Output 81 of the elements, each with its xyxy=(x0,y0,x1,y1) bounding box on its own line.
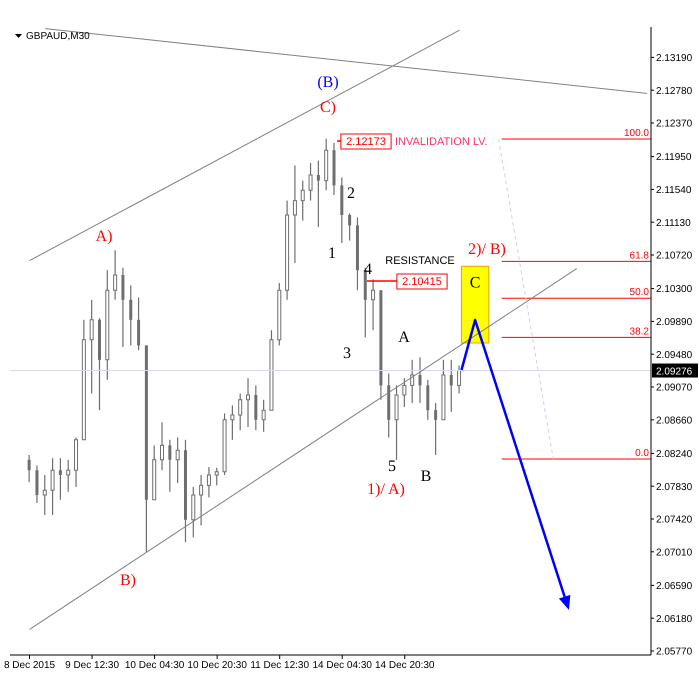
y-tick-label: 2.09070 xyxy=(656,382,693,394)
candlestick xyxy=(371,278,376,331)
candlestick xyxy=(176,436,180,484)
candlestick xyxy=(457,364,462,394)
annotation: 2)/ B) xyxy=(468,241,506,258)
x-tick-label: 10 Dec 20:30 xyxy=(187,660,248,672)
candlestick xyxy=(246,378,250,428)
candlestick xyxy=(300,180,305,222)
annotation: INVALIDATION LV. xyxy=(395,136,488,148)
candlestick xyxy=(410,359,414,404)
y-tick-label: 2.10300 xyxy=(656,284,693,296)
annotation: 4 xyxy=(364,261,372,278)
annotation: B) xyxy=(120,572,136,589)
candlestick xyxy=(42,474,47,516)
y-tick-label: 2.11540 xyxy=(656,184,692,196)
candlestick xyxy=(238,392,242,431)
candlestick xyxy=(308,162,313,202)
annotation: 2 xyxy=(347,185,355,202)
y-tick-label: 2.09890 xyxy=(656,316,693,328)
candlestick xyxy=(206,466,211,498)
annotation: 2.12173 xyxy=(346,136,386,148)
x-tick-label: 9 Dec 12:30 xyxy=(65,660,120,672)
candlestick xyxy=(160,422,164,471)
candlestick xyxy=(450,359,453,412)
candlestick xyxy=(28,454,31,483)
y-tick-label: 2.07420 xyxy=(656,514,693,526)
annotation: 0.0 xyxy=(635,448,650,459)
y-tick-label: 2.05770 xyxy=(656,646,693,658)
annotation: 50.0 xyxy=(630,287,650,298)
y-tick-label: 2.12370 xyxy=(656,118,693,130)
candlestick xyxy=(66,459,70,492)
candlestick xyxy=(214,467,219,486)
candlestick xyxy=(129,284,132,346)
annotation: C) xyxy=(320,99,336,116)
annotation: 61.8 xyxy=(630,250,650,262)
annotation: 2.10415 xyxy=(402,276,442,288)
candlestick xyxy=(199,474,204,526)
annotation: A xyxy=(398,329,410,346)
x-tick-label: 14 Dec 04:30 xyxy=(312,660,372,672)
y-tick-label: 2.08660 xyxy=(656,415,693,426)
annotation: 38.2 xyxy=(630,326,650,338)
candlestick xyxy=(58,458,62,500)
band-label: C xyxy=(470,274,480,292)
annotation: B xyxy=(420,468,432,485)
x-tick-label: 8 Dec 2015 xyxy=(4,660,56,672)
x-tick-label: 10 Dec 04:30 xyxy=(124,660,185,672)
y-tick-label: 2.07010 xyxy=(656,547,693,558)
annotation: A) xyxy=(96,228,112,245)
candlestick xyxy=(292,164,297,264)
candlestick xyxy=(316,160,320,228)
y-tick-label: 2.09480 xyxy=(656,350,693,361)
y-tick-label: 2.07830 xyxy=(656,482,693,493)
y-tick-label: 2.06180 xyxy=(656,614,693,625)
y-tick-label: 2.11950 xyxy=(656,152,692,164)
chart-title: GBPAUD,M30 xyxy=(26,31,90,42)
candlestick xyxy=(348,212,352,242)
y-tick-label: 2.13190 xyxy=(656,52,693,64)
candlestick xyxy=(418,356,422,404)
annotation: RESISTANCE xyxy=(385,255,455,267)
candlestick xyxy=(113,250,118,300)
annotation: 100.0 xyxy=(624,128,650,139)
candlestick xyxy=(402,378,406,408)
x-tick-label: 14 Dec 20:30 xyxy=(375,660,435,672)
annotation: 3 xyxy=(343,345,351,362)
x-tick-label: 11 Dec 12:30 xyxy=(250,660,310,672)
candlestick xyxy=(168,439,172,492)
y-tick-label: 2.08240 xyxy=(656,448,693,460)
annotation: 5 xyxy=(388,458,396,475)
annotation: (B) xyxy=(317,74,339,91)
candlestick xyxy=(262,399,266,432)
annotation: 1)/ A) xyxy=(367,481,405,498)
y-tick-label: 2.12780 xyxy=(656,86,693,97)
ref-line-label: 2.09276 xyxy=(656,366,693,378)
candlestick xyxy=(434,402,438,456)
y-tick-label: 2.06590 xyxy=(656,580,693,592)
y-tick-label: 2.10720 xyxy=(656,250,693,262)
y-tick-label: 2.11130 xyxy=(656,218,692,229)
candlestick xyxy=(230,404,234,440)
annotation: 1 xyxy=(328,245,336,262)
candlestick xyxy=(50,458,55,516)
candlestick xyxy=(90,299,94,394)
